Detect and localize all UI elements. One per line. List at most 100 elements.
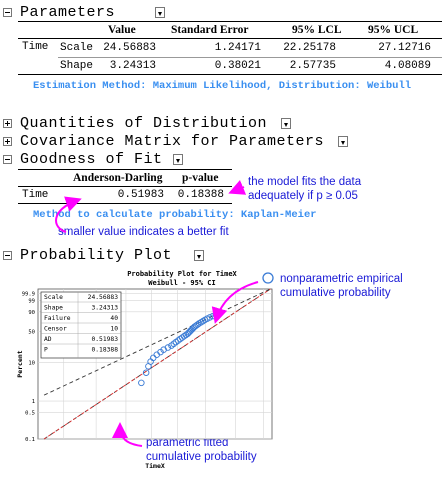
data-point xyxy=(188,326,195,334)
callout-empirical-line2: cumulative probability xyxy=(280,287,391,299)
divider xyxy=(18,74,442,75)
gof-dropdown-icon[interactable] xyxy=(172,153,183,165)
y-tick-label: 90 xyxy=(28,310,35,316)
callout-parametric: parametric fitted cumulative probability xyxy=(146,436,257,464)
y-tick-label: 50 xyxy=(28,330,35,336)
stats-box xyxy=(40,291,122,359)
row-ucl: 27.12716 xyxy=(378,42,431,54)
arrow-fit xyxy=(228,180,247,195)
stat-key: Censor xyxy=(44,326,67,333)
ad-value: 0.51983 xyxy=(117,189,164,201)
stat-key: Scale xyxy=(44,294,63,301)
quantities-title: Quantities of Distribution xyxy=(20,114,268,132)
callout-fit: the model fits the data adequately if p … xyxy=(248,175,361,203)
row-se: 1.24171 xyxy=(214,42,261,54)
stat-value: 0.51983 xyxy=(91,336,118,343)
col-value: Value xyxy=(108,24,136,36)
legend-marker-icon xyxy=(262,272,274,284)
row-value: 24.56883 xyxy=(103,42,156,54)
col-lcl: 95% LCL xyxy=(292,24,342,36)
row-name: Scale xyxy=(60,42,94,54)
stats-table: Scale 24.56883 Shape 3.24313 Failure 40 Censor… xyxy=(41,292,121,358)
covariance-dropdown-icon[interactable] xyxy=(338,135,349,147)
callout-empirical: nonparametric empirical cumulative proba… xyxy=(280,272,403,300)
divider xyxy=(18,169,232,170)
stat-value: 0.18388 xyxy=(91,347,118,354)
y-tick-label: 0.5 xyxy=(25,411,35,417)
col-p-value: p-value xyxy=(182,172,219,184)
row-label: Time xyxy=(22,189,49,201)
callout-parametric-line1: parametric fitted xyxy=(146,437,229,449)
callout-parametric-line2: cumulative probability xyxy=(146,451,257,463)
data-point xyxy=(172,338,180,346)
quantities-dropdown-icon[interactable] xyxy=(281,117,292,129)
divider xyxy=(18,38,442,39)
quantities-header[interactable]: Quantities of Distribution xyxy=(3,114,292,132)
data-point xyxy=(138,379,145,387)
estimation-note: Estimation Method: Maximum Likelihood, D… xyxy=(33,80,412,92)
divider xyxy=(18,186,232,187)
row-se: 0.38021 xyxy=(214,60,261,72)
callout-fit-line2: adequately if p ≥ 0.05 xyxy=(248,190,358,202)
x-axis-label: TimeX xyxy=(145,462,165,470)
callout-empirical-line1: nonparametric empirical xyxy=(280,273,403,285)
expand-toggle-icon[interactable] xyxy=(3,136,12,146)
parameters-title: Parameters xyxy=(20,3,116,21)
data-point xyxy=(189,325,196,333)
col-standard-error: Standard Error xyxy=(171,24,249,36)
stat-value: 3.24313 xyxy=(91,305,118,312)
callout-smaller: smaller value indicates a better fit xyxy=(58,226,229,238)
col-anderson-darling: Anderson-Darling xyxy=(73,172,163,184)
stat-value: 10 xyxy=(110,326,118,333)
y-tick-label: 1 xyxy=(32,399,35,405)
stat-key: AD xyxy=(44,336,52,343)
row-name: Shape xyxy=(60,60,94,72)
plot-title: Probability Plot xyxy=(20,246,173,264)
fit-line xyxy=(43,288,271,440)
chart-subtitle: Weibull - 95% CI xyxy=(148,279,215,287)
divider xyxy=(18,21,442,22)
y-tick-label: 99 xyxy=(28,298,35,304)
gof-header: Goodness of Fit xyxy=(3,150,183,168)
covariance-header[interactable]: Covariance Matrix for Parameters xyxy=(3,132,349,150)
callout-fit-line1: the model fits the data xyxy=(248,176,362,188)
data-point xyxy=(164,344,172,351)
stat-key: Shape xyxy=(44,305,63,312)
parameters-header: Parameters xyxy=(3,3,166,21)
gof-title: Goodness of Fit xyxy=(20,150,163,168)
divider xyxy=(18,203,232,204)
chart-title: Probability Plot for TimeX xyxy=(127,270,237,278)
row-ucl: 4.08089 xyxy=(384,60,431,72)
y-tick-label: 99.9 xyxy=(22,292,35,298)
stat-value: 24.56883 xyxy=(88,294,119,301)
stat-key: P xyxy=(44,347,48,354)
row-lcl: 22.25178 xyxy=(283,42,336,54)
y-tick-label: 0.1 xyxy=(25,437,35,443)
group-label: Time xyxy=(22,41,49,53)
data-point xyxy=(142,369,150,376)
divider xyxy=(58,57,442,58)
parameters-dropdown-icon[interactable] xyxy=(155,6,166,18)
collapse-toggle-icon[interactable] xyxy=(3,250,12,260)
col-ucl: 95% UCL xyxy=(368,24,419,36)
covariance-title: Covariance Matrix for Parameters xyxy=(20,132,325,150)
plot-dropdown-icon[interactable] xyxy=(194,249,205,261)
y-tick-label: 10 xyxy=(28,360,35,366)
arrow-parametric xyxy=(112,422,143,447)
p-value: 0.18388 xyxy=(177,189,224,201)
arrow-smaller xyxy=(55,196,82,233)
stat-value: 40 xyxy=(110,315,118,322)
expand-toggle-icon[interactable] xyxy=(3,118,12,128)
plot-header: Probability Plot xyxy=(3,246,205,264)
stat-key: Failure xyxy=(44,315,71,322)
row-lcl: 2.57735 xyxy=(289,60,336,72)
collapse-toggle-icon[interactable] xyxy=(3,154,12,164)
data-point xyxy=(194,321,201,328)
arrow-empirical xyxy=(211,281,259,324)
collapse-toggle-icon[interactable] xyxy=(3,7,12,17)
y-axis-label: Percent xyxy=(16,350,24,377)
method-note: Method to calculate probability: Kaplan-… xyxy=(33,209,317,221)
row-value: 3.24313 xyxy=(109,60,156,72)
